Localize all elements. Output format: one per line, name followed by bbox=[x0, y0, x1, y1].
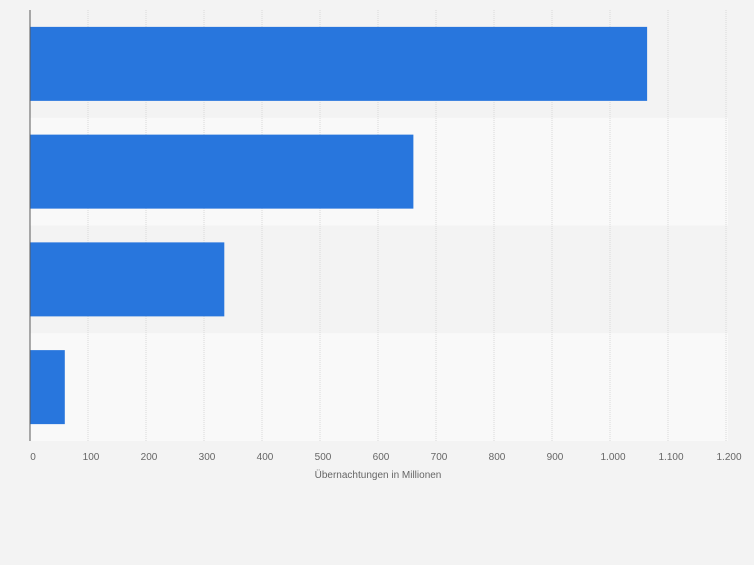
x-axis-ticks: 0 100 200 300 400 500 600 700 800 900 1.000 1.100 1.… bbox=[30, 452, 742, 463]
x-tick-label: 900 bbox=[547, 452, 564, 463]
x-tick-label: 1.100 bbox=[658, 452, 683, 463]
bars bbox=[30, 26, 648, 425]
bar bbox=[30, 350, 65, 425]
x-tick-label: 400 bbox=[257, 452, 274, 463]
x-tick-label: 0 bbox=[30, 452, 36, 463]
row-band bbox=[30, 333, 728, 441]
bar bbox=[30, 134, 414, 209]
bar bbox=[30, 242, 225, 317]
x-tick-label: 600 bbox=[373, 452, 390, 463]
x-tick-label: 800 bbox=[489, 452, 506, 463]
x-tick-label: 300 bbox=[199, 452, 216, 463]
x-tick-label: 1.200 bbox=[716, 452, 741, 463]
x-tick-label: 700 bbox=[431, 452, 448, 463]
x-tick-label: 100 bbox=[83, 452, 100, 463]
bar bbox=[30, 26, 648, 101]
x-tick-label: 200 bbox=[141, 452, 158, 463]
x-axis-title: Übernachtungen in Millionen bbox=[315, 469, 442, 481]
x-tick-label: 500 bbox=[315, 452, 332, 463]
x-tick-label: 1.000 bbox=[600, 452, 625, 463]
